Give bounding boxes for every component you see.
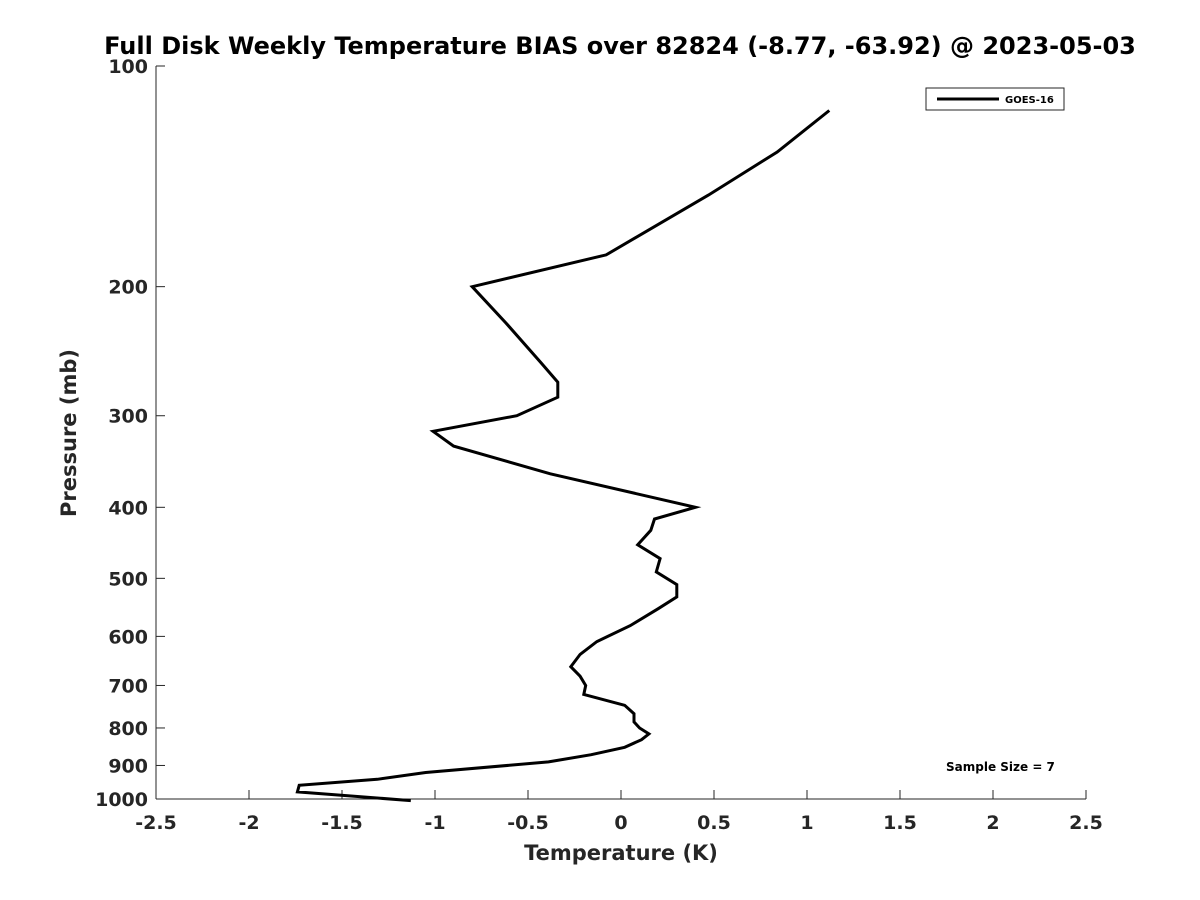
- y-tick-label: 800: [108, 718, 148, 740]
- chart-title: Full Disk Weekly Temperature BIAS over 8…: [104, 32, 1136, 60]
- x-tick-label: 0: [614, 812, 627, 834]
- x-tick-label: -1.5: [321, 812, 363, 834]
- x-tick-label: 1: [800, 812, 813, 834]
- x-tick-label: -0.5: [507, 812, 549, 834]
- x-tick-label: 2: [986, 812, 999, 834]
- y-tick-label: 400: [108, 497, 148, 519]
- y-tick-label: 200: [108, 277, 148, 299]
- x-axis-label: Temperature (K): [524, 841, 718, 865]
- x-axis-ticks: -2.5 -2 -1.5 -1 -0.5 0 0.5 1 1.5 2 2.5: [135, 790, 1103, 834]
- y-tick-label: 500: [108, 568, 148, 590]
- y-axis-label: Pressure (mb): [57, 349, 81, 517]
- y-tick-label: 300: [108, 406, 148, 428]
- y-axis-ticks: 100 200 300 400 500 600 700 800 900 1000: [95, 56, 165, 811]
- x-tick-label: -1: [424, 812, 445, 834]
- y-tick-label: 700: [108, 675, 148, 697]
- x-tick-label: -2: [238, 812, 259, 834]
- y-tick-label: 600: [108, 626, 148, 648]
- y-tick-label: 1000: [95, 789, 148, 811]
- x-tick-label: 1.5: [883, 812, 917, 834]
- y-tick-label: 100: [108, 56, 148, 78]
- legend-label-goes-16: GOES-16: [1005, 95, 1054, 106]
- legend: GOES-16: [925, 87, 1065, 111]
- y-tick-label: 900: [108, 755, 148, 777]
- x-tick-label: -2.5: [135, 812, 177, 834]
- plot-axes: [155, 66, 1086, 800]
- series-line-goes-16: [295, 109, 831, 803]
- x-tick-label: 2.5: [1069, 812, 1103, 834]
- series-layer: [295, 109, 831, 803]
- sample-size-annotation: Sample Size = 7: [946, 760, 1055, 774]
- x-tick-label: 0.5: [697, 812, 731, 834]
